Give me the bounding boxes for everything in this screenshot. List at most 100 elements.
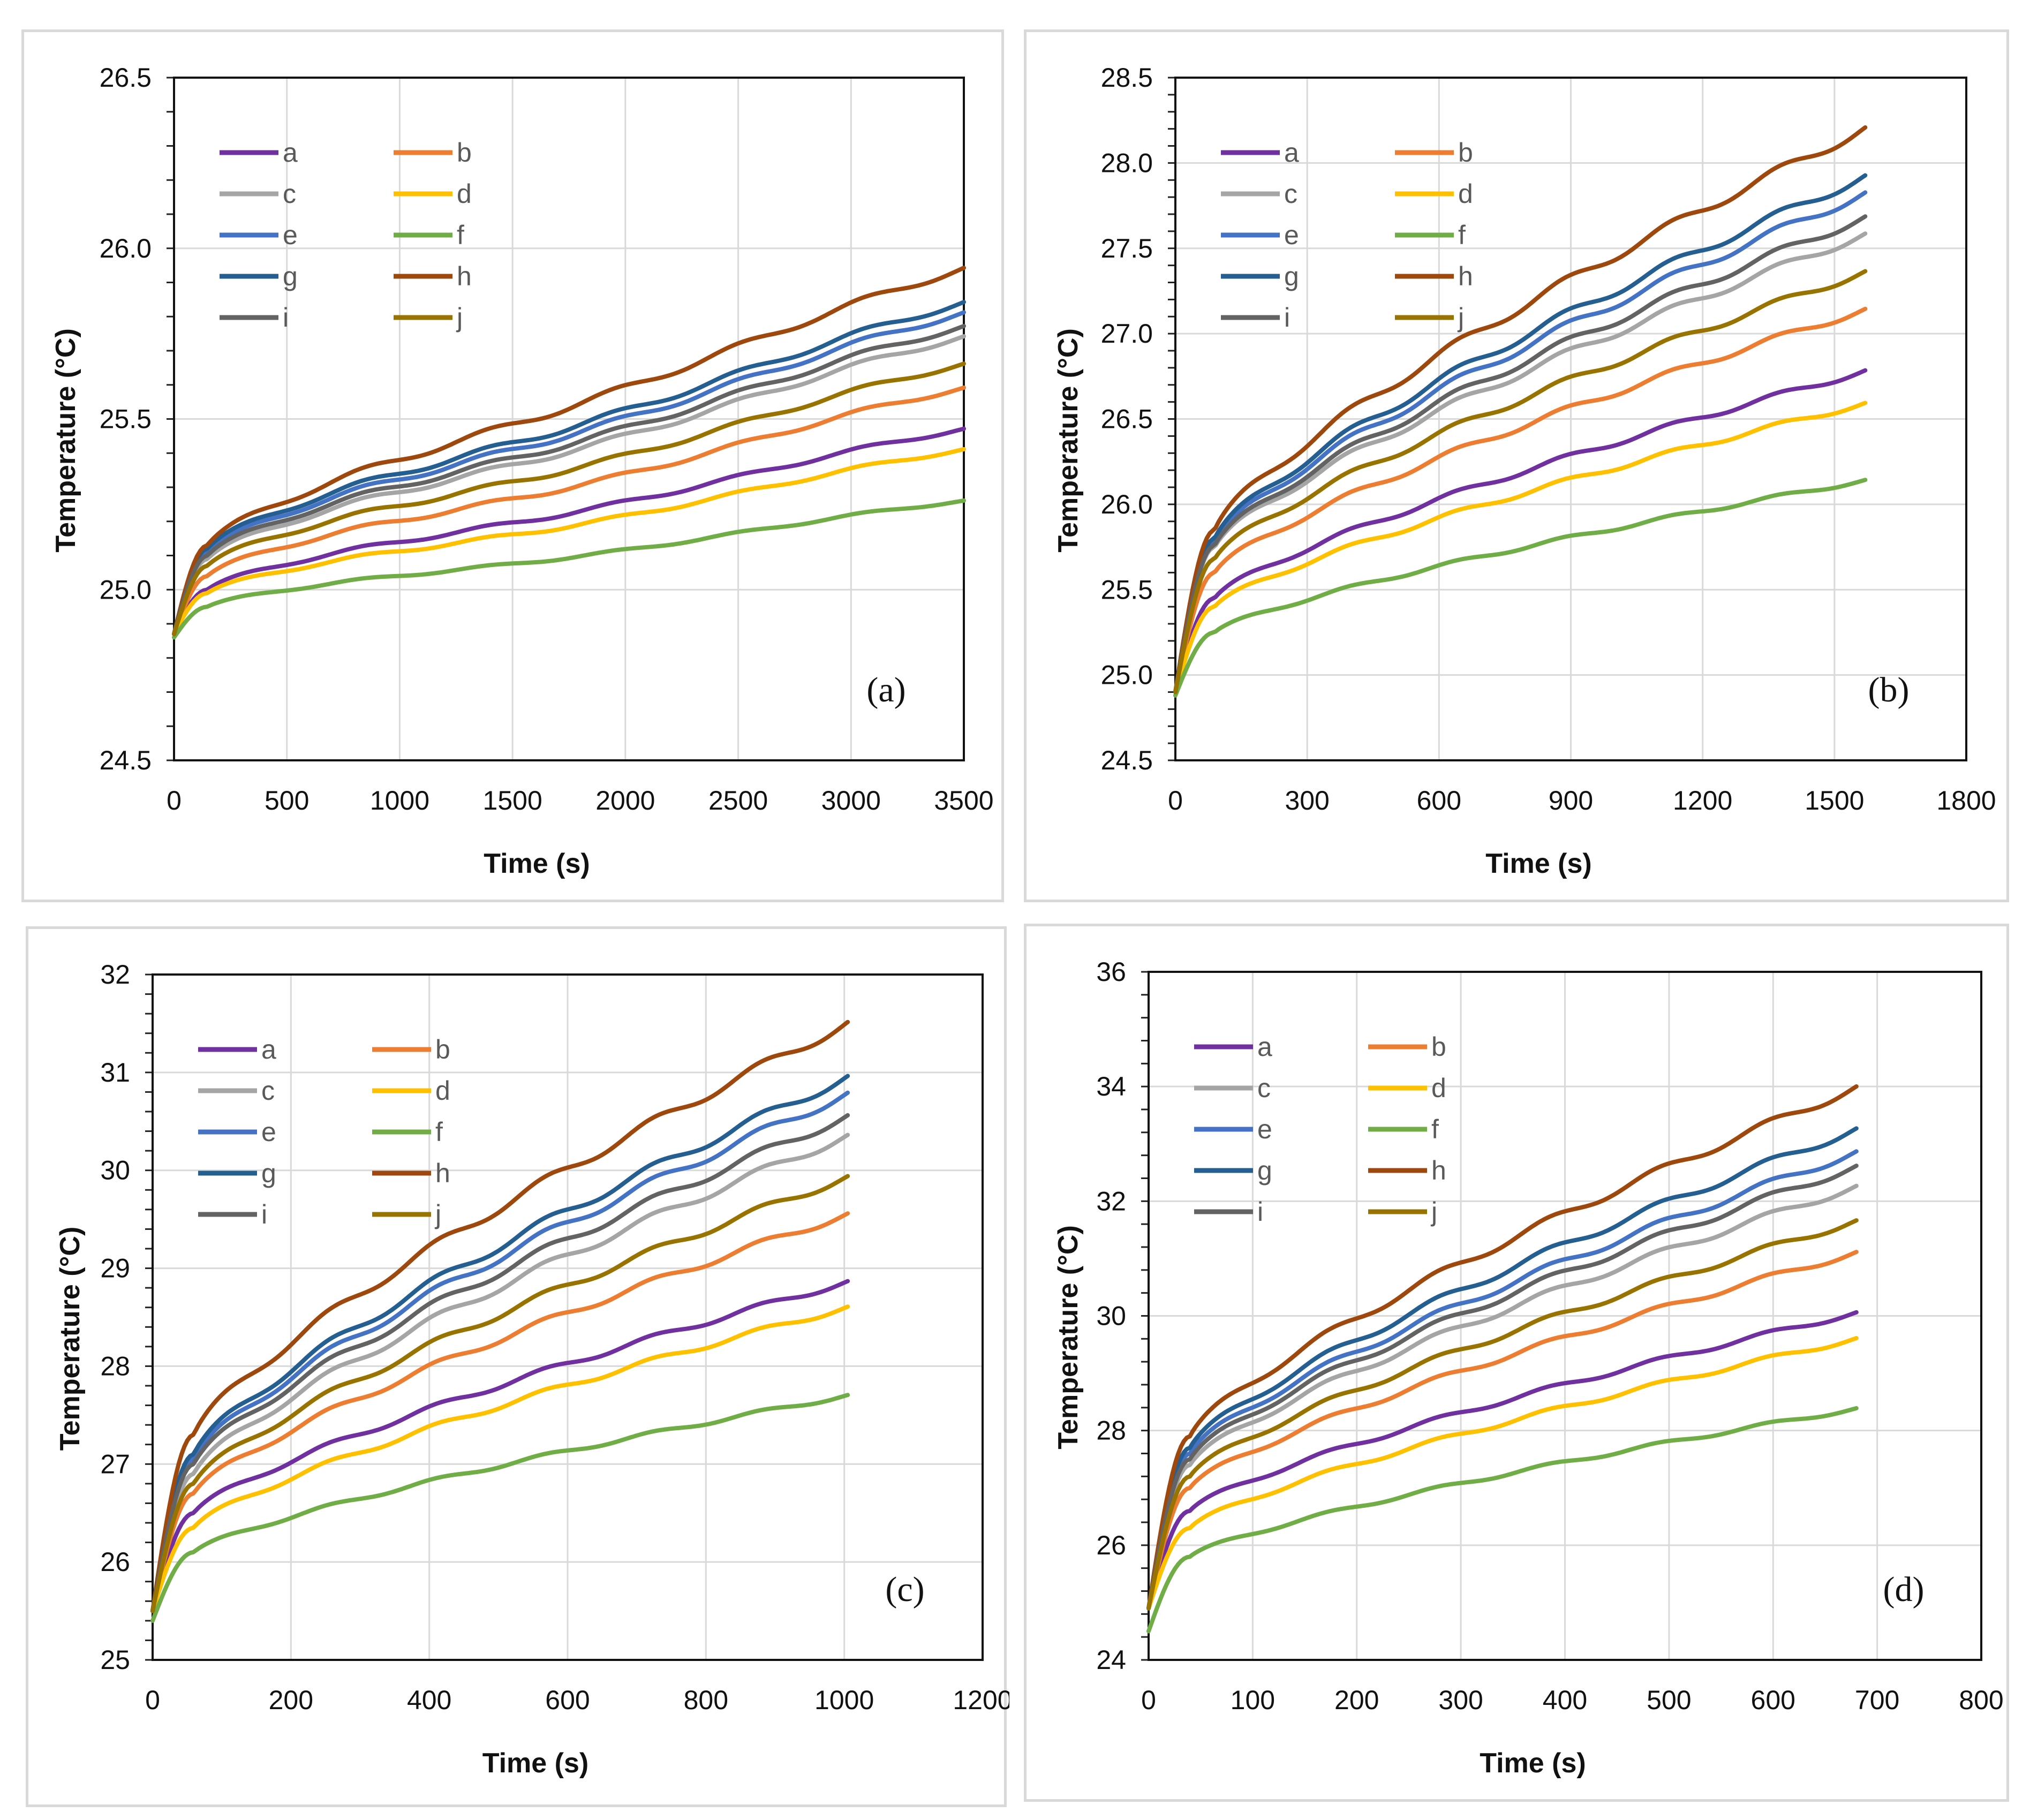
- x-tick-label: 1500: [483, 786, 542, 815]
- legend-label-j: j: [1457, 303, 1464, 333]
- x-tick-label: 2000: [595, 786, 655, 815]
- legend-label-f: f: [457, 220, 464, 250]
- legend-label-c: c: [283, 179, 296, 209]
- y-tick-label: 31: [100, 1058, 130, 1088]
- legend-label-g: g: [261, 1158, 276, 1188]
- y-axis-title: Temperature (°C): [55, 1227, 86, 1451]
- y-tick-label: 26: [100, 1547, 130, 1577]
- legend-label-h: h: [1458, 261, 1473, 291]
- x-tick-label: 200: [1334, 1685, 1379, 1715]
- legend-label-e: e: [261, 1117, 276, 1147]
- legend-label-e: e: [1257, 1114, 1272, 1144]
- y-tick-label: 27.5: [1101, 233, 1153, 263]
- legend-label-j: j: [1430, 1197, 1437, 1227]
- y-tick-label: 30: [100, 1156, 130, 1185]
- y-tick-label: 29: [100, 1253, 130, 1283]
- y-tick-label: 28.0: [1101, 148, 1153, 178]
- series-line-f: [172, 498, 966, 640]
- series-line-j: [1173, 269, 1868, 694]
- series-line-c: [1146, 1183, 1859, 1611]
- y-tick-label: 24.5: [1101, 745, 1153, 775]
- x-tick-label: 500: [265, 786, 309, 815]
- series-line-g: [150, 1074, 850, 1613]
- y-tick-label: 26: [1096, 1530, 1126, 1560]
- legend-label-d: d: [435, 1076, 450, 1106]
- panel-label: (b): [1868, 670, 1910, 709]
- panel-label: (d): [1883, 1570, 1925, 1609]
- x-tick-label: 300: [1438, 1685, 1483, 1715]
- legend-label-a: a: [261, 1034, 276, 1064]
- x-tick-label: 600: [1417, 786, 1461, 815]
- legend-label-h: h: [1431, 1156, 1446, 1185]
- legend-label-g: g: [1257, 1156, 1272, 1185]
- x-axis-title: Time (s): [482, 1748, 588, 1779]
- legend-label-f: f: [435, 1117, 443, 1147]
- plot-frame: [173, 77, 965, 761]
- plot-frame: [1148, 971, 1982, 1661]
- plot-frame: [152, 973, 984, 1661]
- y-tick-label: 25: [100, 1645, 130, 1675]
- y-tick-label: 26.0: [100, 233, 152, 263]
- series-line-f: [1146, 1406, 1859, 1634]
- y-axis-title: Temperature (°C): [50, 328, 81, 553]
- y-tick-label: 28.5: [1101, 63, 1153, 93]
- series-line-f: [150, 1393, 850, 1623]
- legend-label-h: h: [435, 1158, 450, 1188]
- series-line-a: [1146, 1310, 1859, 1611]
- series-line-b: [1146, 1250, 1859, 1611]
- series-line-b: [172, 385, 966, 637]
- legend-label-c: c: [261, 1076, 275, 1106]
- series-line-d: [1173, 401, 1868, 694]
- x-tick-label: 600: [1751, 1685, 1795, 1715]
- y-tick-label: 34: [1096, 1071, 1126, 1101]
- series-line-d: [1146, 1336, 1859, 1611]
- legend-label-a: a: [1284, 138, 1299, 168]
- series-line-d: [172, 447, 966, 637]
- y-tick-label: 27.0: [1101, 319, 1153, 349]
- series-line-f: [1173, 478, 1868, 698]
- x-tick-label: 3000: [821, 786, 881, 815]
- legend-label-f: f: [1431, 1114, 1439, 1144]
- series-line-g: [172, 300, 966, 637]
- legend-label-b: b: [1458, 138, 1473, 168]
- legend-label-e: e: [1284, 220, 1299, 250]
- series-line-j: [172, 361, 966, 637]
- y-tick-label: 36: [1096, 957, 1126, 987]
- series-line-i: [150, 1113, 850, 1613]
- legend-label-d: d: [1458, 179, 1473, 209]
- series-line-i: [172, 323, 966, 637]
- x-tick-label: 1200: [1673, 786, 1732, 815]
- y-tick-label: 25.0: [1101, 660, 1153, 690]
- plot-frame: [1174, 77, 1967, 761]
- x-tick-label: 700: [1855, 1685, 1899, 1715]
- x-tick-label: 600: [545, 1685, 590, 1715]
- chart-panel-a: 24.5 25.0 25.5 26.0 26.5 0 500 1000 1500 2000 2500…: [21, 29, 1004, 902]
- y-axis-title: Temperature (°C): [1053, 328, 1084, 553]
- x-tick-label: 0: [167, 786, 182, 815]
- y-tick-label: 26.5: [100, 63, 152, 93]
- y-tick-label: 26.0: [1101, 489, 1153, 519]
- series-line-a: [172, 426, 966, 637]
- series-line-g: [1146, 1126, 1859, 1611]
- legend-label-a: a: [1257, 1032, 1272, 1062]
- chart-c: 25 26 27 28 29 30 31 32 0 200 400 600 800 1000 1200 Tim…: [55, 960, 1009, 1779]
- legend-label-g: g: [283, 261, 298, 291]
- series-line-b: [1173, 306, 1868, 694]
- x-tick-label: 1000: [814, 1685, 874, 1715]
- legend-label-b: b: [457, 138, 472, 168]
- chart-panel-c: 25 26 27 28 29 30 31 32 0 200 400 600 800 1000 1200 Tim…: [26, 926, 1009, 1807]
- series-line-g: [1173, 173, 1868, 694]
- y-tick-label: 25.5: [100, 404, 152, 434]
- x-axis-title: Time (s): [1480, 1748, 1586, 1779]
- legend-label-g: g: [1284, 261, 1299, 291]
- x-tick-label: 800: [684, 1685, 728, 1715]
- chart-panel-d: 24 26 28 30 32 34 36 0 100 200 300 400 500 600 700 800 T…: [1024, 924, 2009, 1802]
- x-tick-label: 900: [1549, 786, 1593, 815]
- legend-label-c: c: [1284, 179, 1297, 209]
- legend-label-b: b: [1431, 1032, 1446, 1062]
- series-line-a: [1173, 368, 1868, 694]
- legend-label-a: a: [283, 138, 298, 168]
- series-line-d: [150, 1304, 850, 1613]
- series-line-i: [1173, 214, 1868, 694]
- legend-label-c: c: [1257, 1073, 1271, 1103]
